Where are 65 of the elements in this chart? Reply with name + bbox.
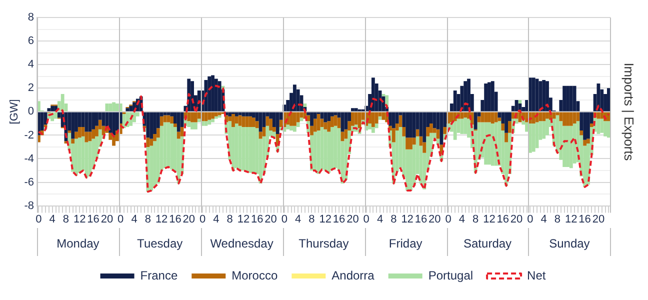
text: Monday <box>56 236 100 250</box>
x-tick-label: 16 <box>251 213 264 226</box>
y-tick-label: 0 <box>28 106 34 118</box>
y-tick-label: -8 <box>24 200 34 212</box>
x-tick-label: 16 <box>87 213 100 226</box>
text: Tuesday <box>137 236 183 250</box>
x-tick-label: 4 <box>376 213 384 226</box>
x-tick-label: 0 <box>118 213 124 226</box>
x-tick-label: 8 <box>226 213 233 226</box>
x-tick-label: 0 <box>36 213 42 226</box>
text: Sunday <box>549 236 590 250</box>
x-tick-label: 4 <box>131 213 138 226</box>
text: Friday <box>388 236 422 250</box>
x-tick-label: 4 <box>458 213 465 226</box>
legend-label: Net <box>527 268 546 282</box>
x-tick-label: 20 <box>346 213 359 226</box>
x-tick-label: 12 <box>565 213 578 226</box>
x-tick-label: 4 <box>213 213 220 226</box>
x-tick-label: 4 <box>295 213 302 226</box>
text: Wednesday <box>210 236 274 250</box>
x-tick-label: 12 <box>155 213 168 226</box>
x-tick-label: 0 <box>363 213 370 226</box>
x-tick-label: 0 <box>199 213 206 226</box>
x-tick-label: 16 <box>578 213 591 226</box>
x-tick-label: 0 <box>445 213 452 226</box>
y-tick-label: 4 <box>28 58 34 71</box>
x-tick-label: 4 <box>540 213 547 226</box>
legend-label: France <box>140 268 178 282</box>
x-tick-label: 16 <box>496 213 510 226</box>
x-tick-label: 16 <box>169 213 182 226</box>
y-axis-title: [GW] <box>8 99 21 124</box>
y-tick-label: -4 <box>24 152 34 165</box>
x-tick-label: 8 <box>62 213 70 226</box>
legend-label: Portugal <box>428 268 474 282</box>
y-tick-label: 2 <box>28 82 34 94</box>
x-tick-label: 8 <box>554 213 561 226</box>
x-tick-label: 12 <box>74 213 86 226</box>
y-tick-label: -6 <box>24 176 34 188</box>
x-tick-label: 20 <box>428 213 441 226</box>
x-tick-label: 20 <box>100 213 114 226</box>
x-tick-label: 8 <box>308 213 315 226</box>
x-tick-label: 16 <box>332 213 346 226</box>
x-tick-label: 20 <box>182 213 195 226</box>
x-tick-label: 20 <box>264 213 277 226</box>
text: Thursday <box>298 236 349 250</box>
x-tick-label: 16 <box>414 213 428 226</box>
x-tick-label: 8 <box>390 213 397 226</box>
y-tick-label: -2 <box>24 129 34 142</box>
x-tick-label: 0 <box>281 213 288 226</box>
x-tick-label: 8 <box>472 213 479 226</box>
x-tick-label: 20 <box>510 213 523 226</box>
x-tick-label: 12 <box>483 213 496 226</box>
y-tick-label: 8 <box>28 12 34 24</box>
x-tick-label: 20 <box>592 213 605 226</box>
x-tick-label: 12 <box>401 213 414 226</box>
text: Saturday <box>464 236 512 250</box>
y-tick-label: 6 <box>28 35 34 48</box>
x-tick-label: 4 <box>49 213 56 226</box>
y2-axis-title: Imports | Exports <box>622 62 637 162</box>
x-tick-label: 12 <box>319 213 332 226</box>
x-tick-label: 12 <box>237 213 250 226</box>
legend-label: Andorra <box>332 268 375 282</box>
x-tick-label: 8 <box>144 213 151 226</box>
x-tick-label: 0 <box>527 213 534 226</box>
legend-label: Morocco <box>232 268 278 282</box>
